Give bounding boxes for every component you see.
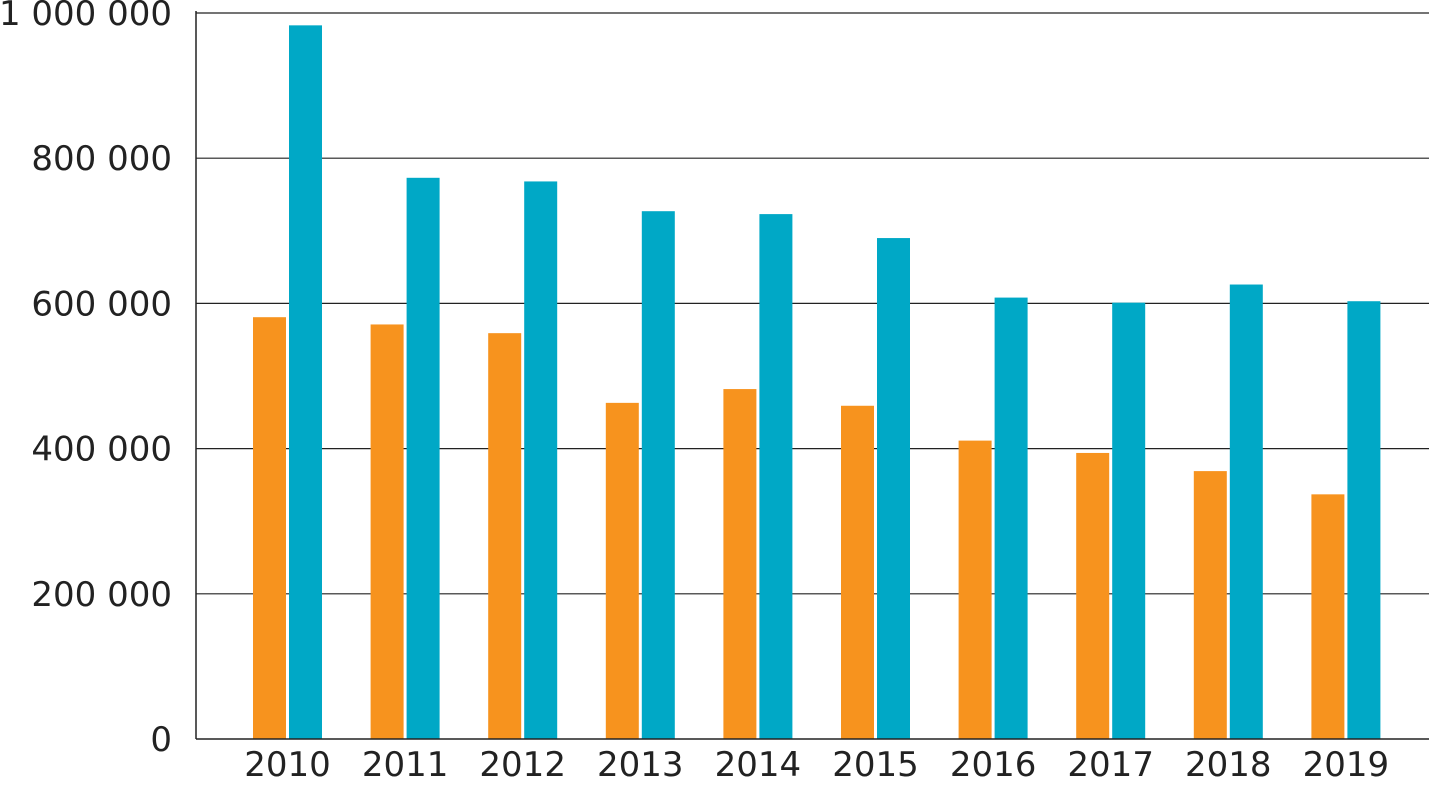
x-tick-label: 2010 <box>244 745 331 785</box>
x-tick-label: 2011 <box>362 745 449 785</box>
y-tick-label: 600 000 <box>31 284 172 324</box>
y-axis-tick-labels: 0 200 000 400 000 600 000 800 000 1 000 000 <box>0 0 172 760</box>
bar-series-1 <box>958 440 992 739</box>
x-tick-label: 2018 <box>1185 745 1272 785</box>
bar-series-1 <box>253 317 286 739</box>
bars <box>253 25 1381 740</box>
bar-series-1 <box>723 389 757 739</box>
x-tick-label: 2016 <box>950 745 1037 785</box>
x-axis-tick-labels: 2010 2011 2012 2013 2014 2015 2016 2017 2018 2019 <box>244 745 1389 785</box>
y-tick-label: 400 000 <box>31 430 172 470</box>
y-tick-label: 1 000 000 <box>0 0 172 34</box>
bar-series-1 <box>488 333 522 739</box>
bar-series-2 <box>641 211 675 739</box>
y-tick-label: 0 <box>150 720 172 760</box>
bar-series-2 <box>994 297 1028 739</box>
axes <box>195 11 1429 740</box>
bar-series-2 <box>289 25 322 740</box>
bar-series-2 <box>524 181 558 739</box>
bar-series-2 <box>1112 302 1146 739</box>
bar-series-1 <box>1076 452 1110 739</box>
bar-series-1 <box>841 405 874 739</box>
bar-series-2 <box>406 177 440 739</box>
bar-series-1 <box>605 402 639 739</box>
y-tick-label: 200 000 <box>31 575 172 615</box>
x-tick-label: 2017 <box>1067 745 1154 785</box>
x-tick-label: 2014 <box>715 745 802 785</box>
y-tick-label: 800 000 <box>31 139 172 179</box>
bar-series-2 <box>1229 284 1263 739</box>
x-tick-label: 2019 <box>1303 745 1390 785</box>
x-tick-label: 2013 <box>597 745 684 785</box>
x-tick-label: 2012 <box>479 745 566 785</box>
bar-series-2 <box>759 214 793 740</box>
bar-series-1 <box>1193 471 1227 739</box>
bar-series-2 <box>1347 301 1381 739</box>
x-tick-label: 2015 <box>832 745 919 785</box>
bar-series-1 <box>1311 494 1345 739</box>
bar-series-1 <box>370 324 404 739</box>
bar-series-2 <box>877 238 910 739</box>
